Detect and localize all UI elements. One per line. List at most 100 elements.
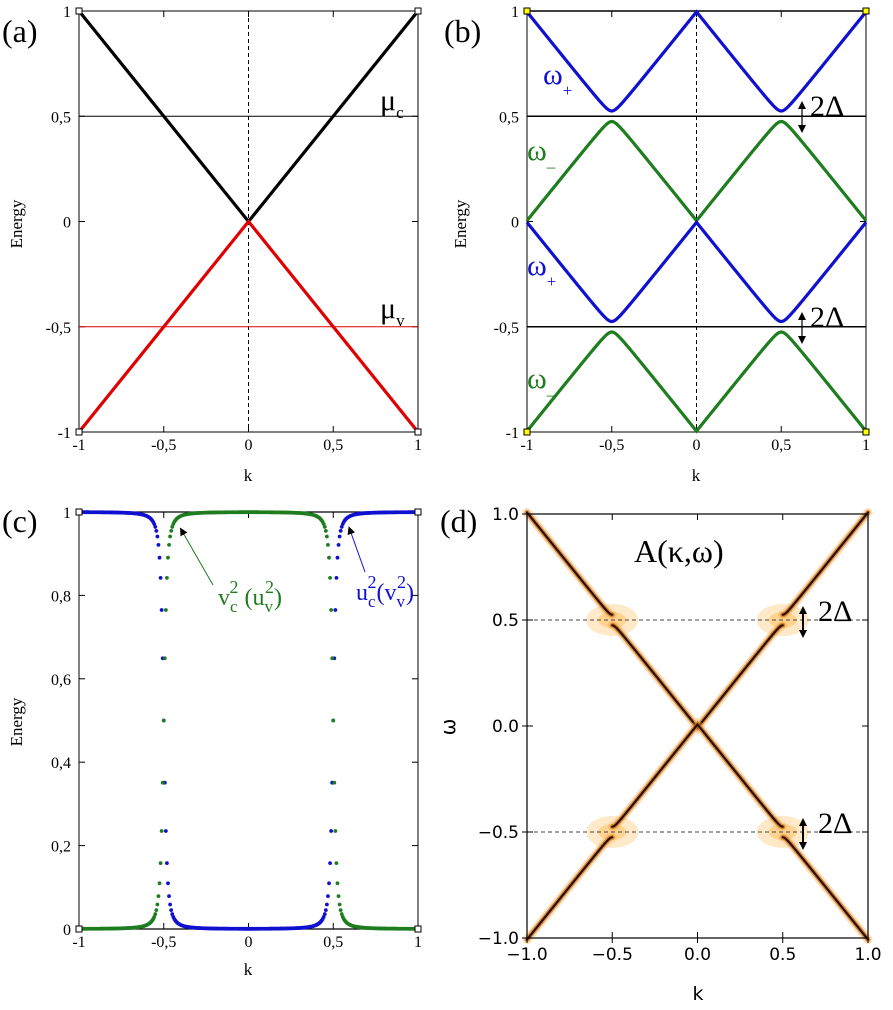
y-tick-label: −0.5 [478, 823, 519, 843]
panel-d: (d) −1.0 −0.5 0.0 0.5 1.0 −1.0 −0.5 0.0 0.5 1.0 A… [436, 503, 882, 1005]
spectral-band [525, 836, 614, 941]
panel-b: (b) -1 -0,5 0 0,5 1 -1 -0,5 0 0,5 1 k Energy ω+ ω… [444, 4, 870, 485]
x-tick-label: -1 [72, 934, 85, 951]
blue-point [337, 534, 342, 539]
blue-series-points [77, 510, 420, 931]
y-tick-label: 0,8 [51, 588, 71, 605]
x-tick-label: 1 [414, 437, 422, 454]
blue-point [328, 861, 332, 866]
x-tick-label: -0,5 [599, 437, 624, 454]
corner-marker [862, 7, 870, 15]
green-point [155, 902, 160, 907]
corner-marker [75, 7, 83, 15]
x-tick-label: -1 [520, 437, 533, 454]
blue-point [167, 894, 171, 899]
panel-a: (a) -1 -0,5 0 0,5 1 -1 -0,5 0 0,5 1 k Energy μc μ… [2, 4, 422, 485]
omega-minus-lower-label: ω– [527, 362, 556, 404]
blue-point [338, 528, 343, 533]
-lower-band [525, 219, 868, 324]
blue-point [327, 881, 331, 886]
blue-annotation-arrow [347, 526, 366, 573]
blue-curve-label: uc2(vv2) [356, 572, 414, 611]
panel-a-ylabel: Energy [7, 199, 26, 248]
y-tick-label: 0.5 [492, 611, 519, 631]
y-tick-label: 1 [511, 4, 519, 21]
y-tick-label: -0,5 [494, 320, 519, 337]
green-point [329, 608, 334, 612]
x-tick-label: -0,5 [151, 934, 176, 951]
gap-label-d-upper: 2Δ [818, 595, 852, 628]
spectral-band [611, 722, 784, 828]
green-point [163, 608, 168, 612]
blue-point [156, 542, 161, 547]
corner-marker [414, 428, 422, 436]
spectral-band [781, 836, 870, 941]
blue-point [157, 555, 162, 560]
blue-point [155, 534, 160, 539]
green-point [160, 780, 165, 785]
blue-point [168, 902, 173, 907]
panel-b-xlabel: k [692, 466, 701, 485]
x-tick-label: -1 [72, 437, 85, 454]
gap-label-lower: 2Δ [810, 301, 844, 334]
blue-point [326, 894, 330, 899]
x-tick-label: 0,5 [771, 437, 791, 454]
x-tick-label: 0.0 [684, 945, 711, 965]
green-point [321, 522, 326, 526]
x-tick-label: 0 [245, 934, 253, 951]
omega-minus-upper-label: ω– [527, 134, 556, 176]
panel-c-ylabel: Energy [7, 697, 26, 746]
panel-c-label: (c) [2, 503, 38, 539]
green-point [165, 575, 169, 580]
x-tick-label: 0.5 [769, 945, 796, 965]
panel-d-ylabel: ω [436, 719, 460, 736]
y-tick-label: -0,5 [46, 320, 71, 337]
x-tick-label: −0.5 [592, 945, 633, 965]
x-tick-label: 1 [862, 437, 870, 454]
panel-b-ylabel: Energy [451, 199, 470, 248]
green-point [161, 718, 166, 723]
blue-point [333, 608, 338, 612]
y-tick-label: 1.0 [492, 505, 519, 525]
green-point [339, 912, 344, 916]
green-series-points [77, 510, 420, 931]
green-point [327, 555, 331, 560]
heatmap-title: A(κ,ω) [634, 533, 724, 569]
y-tick-label: 0 [63, 215, 71, 232]
green-point [336, 894, 341, 899]
x-tick-label: 0,5 [323, 437, 343, 454]
y-tick-label: 0 [63, 922, 71, 939]
green-point [169, 528, 174, 533]
panel-c-xlabel: k [244, 960, 253, 979]
x-tick-label: 1.0 [854, 945, 881, 965]
corner-marker [414, 925, 422, 933]
y-tick-label: 0,2 [51, 839, 71, 856]
corner-marker [862, 428, 870, 436]
blue-point [329, 829, 334, 833]
green-annotation-arrow [180, 527, 214, 586]
y-tick-label: 0,5 [499, 109, 519, 126]
green-point [323, 528, 328, 533]
green-curve-label: vc2 (uv2) [218, 577, 282, 616]
blue-point [322, 912, 327, 916]
y-tick-label: 0,5 [51, 109, 71, 126]
blue-point [169, 908, 174, 913]
blue-point [159, 608, 164, 612]
green-point [331, 718, 336, 723]
blue-point [154, 528, 159, 533]
green-point [167, 542, 171, 547]
x-tick-label: −1.0 [506, 945, 547, 965]
blue-point [321, 915, 326, 919]
panel-d-xlabel: k [692, 983, 703, 1005]
green-point [153, 912, 158, 916]
spectral-band [525, 511, 614, 616]
-lower-band [525, 330, 868, 434]
blue-point [336, 542, 341, 547]
gap-label-d-lower: 2Δ [818, 807, 852, 840]
y-tick-label: -1 [506, 425, 519, 442]
green-point [324, 534, 329, 539]
omega-plus-lower-label: ω+ [527, 249, 556, 291]
green-point [333, 829, 338, 833]
green-point [326, 542, 330, 547]
blue-point [158, 575, 163, 580]
